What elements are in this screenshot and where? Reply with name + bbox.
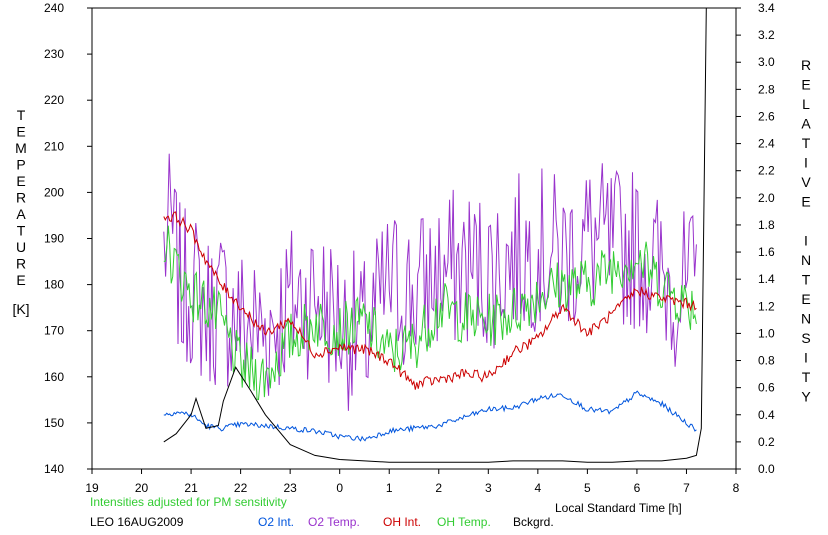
y-left-label-letter: A	[16, 206, 26, 222]
x-tick-label: 20	[135, 481, 149, 495]
y-right-label-letter: I	[804, 155, 808, 171]
y-left-label-letter: M	[15, 140, 27, 156]
y-right-label-letter: L	[802, 96, 810, 112]
y-right-tick-label: 2.2	[758, 164, 775, 178]
y-right-label-letter: I	[804, 350, 808, 366]
y-right-tick-label: 1.6	[758, 245, 775, 259]
y-right-tick-label: 0.8	[758, 354, 775, 368]
plot-border	[91, 7, 737, 470]
legend-o2-int: O2 Int.	[258, 515, 294, 529]
y-right-tick-label: 0.0	[758, 462, 775, 476]
y-right-label-letter: V	[801, 174, 811, 190]
y-right-tick-label: 1.4	[758, 272, 775, 286]
y-right-ticks: 0.0 0.2 0.4 0.6 0.8 1.0 1.2 1.4 1.6 1.8 2.0 2.2 2.4 2…	[736, 1, 775, 476]
x-tick-label: 19	[85, 481, 99, 495]
y-right-label-letter: E	[801, 77, 810, 93]
x-tick-label: 8	[733, 481, 740, 495]
y-right-label-letter: E	[801, 291, 810, 307]
y-left-tick-label: 220	[44, 93, 64, 107]
y-left-tick-label: 180	[44, 278, 64, 292]
y-right-label-letter: S	[801, 330, 810, 346]
y-right-tick-label: 1.0	[758, 326, 775, 340]
y-left-label-letter: U	[16, 239, 26, 255]
x-tick-label: 4	[535, 481, 542, 495]
y-right-tick-label: 2.4	[758, 137, 775, 151]
y-left-unit: [K]	[12, 301, 29, 317]
station-text: LEO 16AUG2009	[90, 515, 184, 529]
y-left-tick-label: 230	[44, 47, 64, 61]
y-left-label-letter: E	[16, 173, 25, 189]
y-left-tick-label: 170	[44, 324, 64, 338]
y-left-tick-label: 210	[44, 139, 64, 153]
series-line-o2-temp	[163, 153, 697, 411]
x-tick-label: 2	[435, 481, 442, 495]
y-right-label-letter: N	[801, 252, 811, 268]
y-left-label-letter: E	[16, 272, 25, 288]
x-tick-label: 23	[283, 481, 297, 495]
y-left-label-letter: T	[17, 223, 26, 239]
y-left-label-letter: R	[16, 190, 26, 206]
y-left-tick-label: 240	[44, 1, 64, 15]
legend-o2-temp: O2 Temp.	[308, 515, 360, 529]
x-tick-label: 21	[184, 481, 198, 495]
y-left-ticks: 140 150 160 170 180 190 200 210 220 230 240	[44, 1, 92, 476]
y-right-tick-label: 0.6	[758, 381, 775, 395]
y-right-label-letter: T	[802, 272, 811, 288]
y-left-label-letter: T	[17, 107, 26, 123]
y-right-tick-label: 3.0	[758, 55, 775, 69]
y-right-tick-label: 3.2	[758, 28, 775, 42]
series-line-oh-int	[163, 211, 697, 390]
y-right-tick-label: 1.2	[758, 299, 775, 313]
x-tick-label: 0	[336, 481, 343, 495]
y-right-tick-label: 2.6	[758, 109, 775, 123]
y-right-tick-label: 3.4	[758, 1, 775, 15]
y-left-label-letter: R	[16, 256, 26, 272]
y-right-label-letter: Y	[801, 389, 811, 405]
series-line-o2-int	[163, 390, 697, 442]
legend-oh-int: OH Int.	[383, 515, 421, 529]
x-tick-label: 6	[634, 481, 641, 495]
y-right-label-letter: T	[802, 369, 811, 385]
y-left-tick-label: 190	[44, 232, 64, 246]
y-right-label-letter: I	[804, 233, 808, 249]
y-right-tick-label: 0.4	[758, 408, 775, 422]
x-tick-label: 3	[485, 481, 492, 495]
y-left-tick-label: 150	[44, 416, 64, 430]
series-layer	[163, 7, 707, 463]
y-right-label-letter: R	[801, 57, 811, 73]
note-text: Intensities adjusted for PM sensitivity	[90, 495, 287, 509]
y-right-label-letter: E	[801, 194, 810, 210]
y-left-tick-label: 200	[44, 185, 64, 199]
y-left-label-letter: E	[16, 124, 25, 140]
x-tick-label: 5	[584, 481, 591, 495]
series-line-bckgrd	[163, 7, 707, 463]
axes-frame	[91, 7, 737, 470]
y-right-tick-label: 2.0	[758, 191, 775, 205]
y-left-tick-label: 140	[44, 462, 64, 476]
legend-oh-temp: OH Temp.	[437, 515, 491, 529]
legend-bckgrd: Bckgrd.	[513, 515, 554, 529]
x-axis-label: Local Standard Time [h]	[555, 501, 682, 515]
y-left-tick-label: 160	[44, 370, 64, 384]
y-left-label-letter: P	[16, 157, 25, 173]
y-right-tick-label: 1.8	[758, 218, 775, 232]
x-ticks: 19 20 21 22 23 0 1 2 3 4 5 6 7 8	[85, 469, 740, 495]
y-right-label-letter: A	[801, 116, 811, 132]
y-right-tick-label: 0.2	[758, 435, 775, 449]
y-right-label-letter: N	[801, 311, 811, 327]
x-tick-label: 1	[386, 481, 393, 495]
series-line-oh-temp	[163, 225, 697, 401]
x-tick-label: 22	[234, 481, 248, 495]
x-tick-label: 7	[683, 481, 690, 495]
y-right-tick-label: 2.8	[758, 82, 775, 96]
y-right-label-letter: T	[802, 135, 811, 151]
